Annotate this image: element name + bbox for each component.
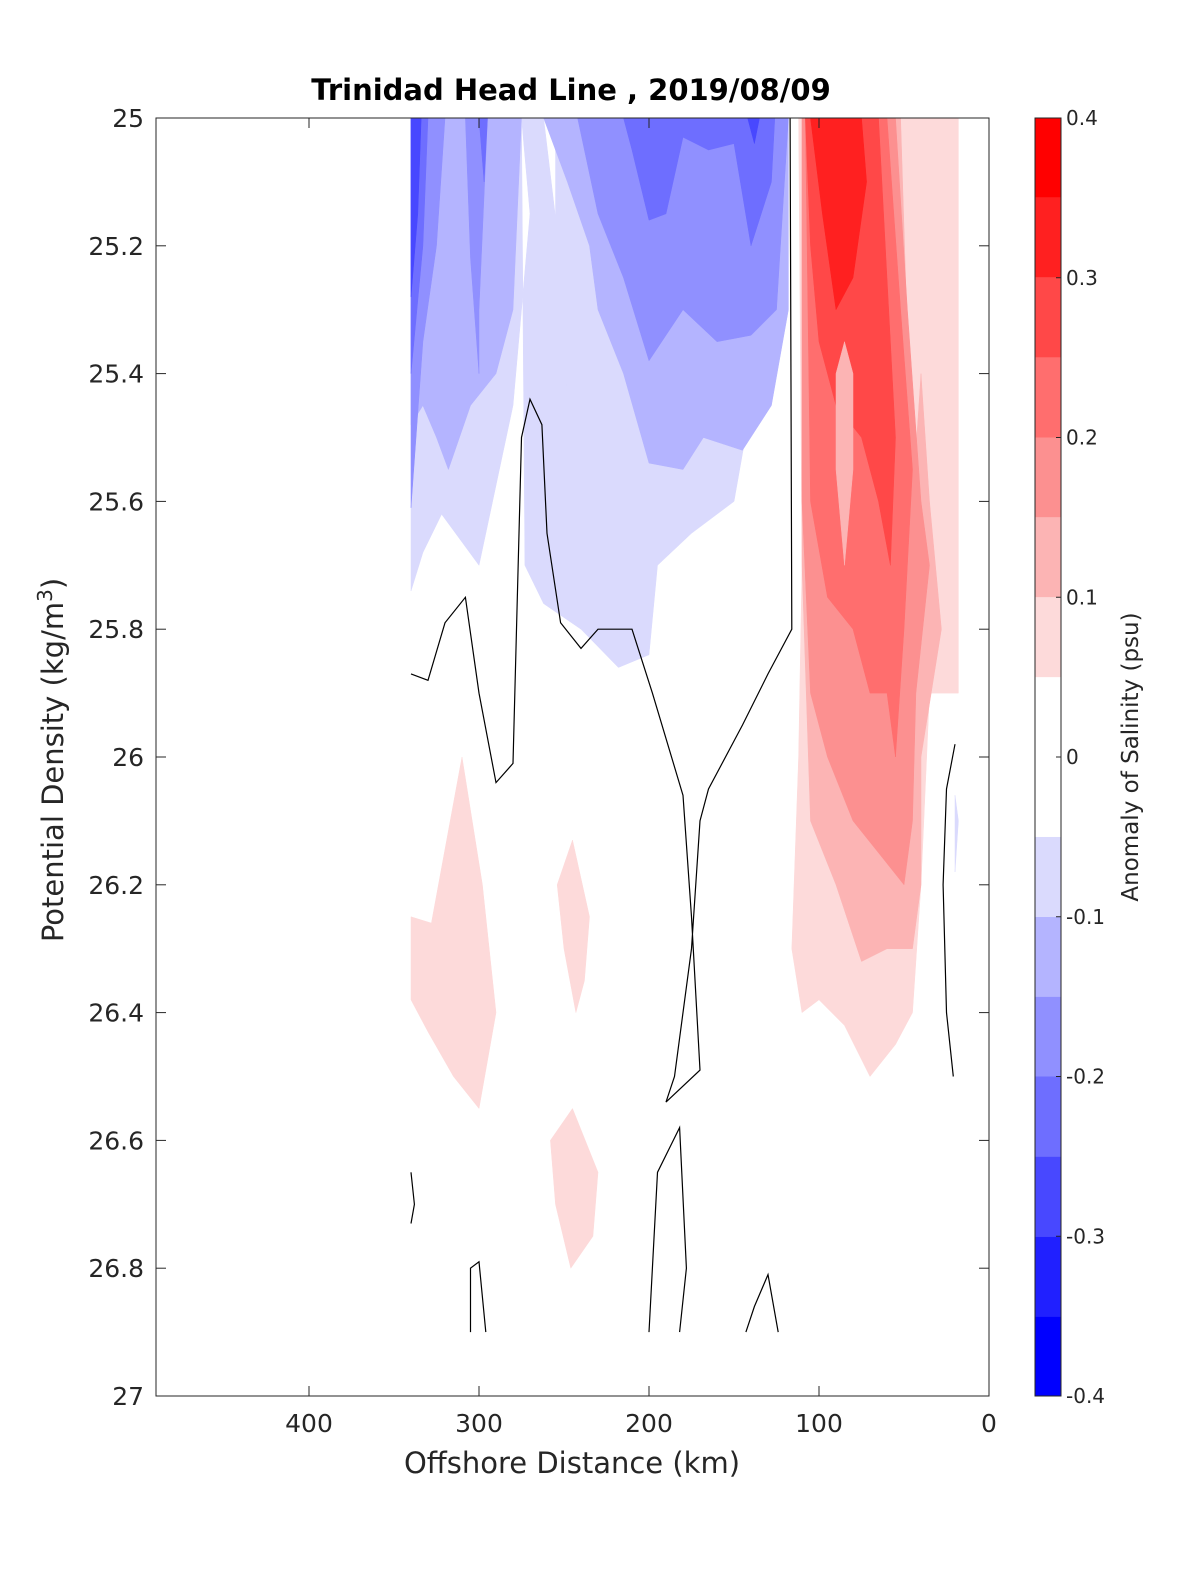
y-tick-label-5: 26 [112, 743, 144, 772]
colorbar-ticks: 0.4 0.3 0.2 0.1 0 -0.1 -0.2 -0.3 -0.4 [1056, 106, 1105, 1408]
y-axis-label: Potential Density (kg/m3) [33, 578, 70, 942]
colorbar-tick-label-6: -0.2 [1066, 1065, 1105, 1089]
y-tick-label-4: 25.8 [88, 615, 144, 644]
filled-region-20 [835, 340, 854, 566]
zero-contour-line-0 [410, 118, 793, 1103]
x-axis-label: Offshore Distance (km) [404, 1446, 740, 1480]
filled-region-7 [623, 118, 776, 246]
colorbar-swatch-12 [1035, 277, 1061, 358]
y-tick-label-8: 26.6 [88, 1126, 144, 1155]
zero-contour-line-1 [942, 744, 956, 1077]
filled-region-16 [410, 756, 497, 1110]
colorbar-swatch-2 [1035, 1156, 1061, 1237]
filled-region-8 [410, 118, 422, 297]
filled-contours [410, 118, 959, 1269]
x-tick-label-2: 200 [625, 1409, 673, 1438]
zero-contour-line-2 [410, 1172, 416, 1224]
y-tick-label-9: 26.8 [88, 1254, 144, 1283]
y-tick-label-1: 25.2 [88, 232, 144, 261]
filled-region-4 [577, 118, 789, 362]
colorbar-swatch-10 [1035, 437, 1061, 518]
x-tick-label-4: 0 [981, 1409, 997, 1438]
x-tick-label-3: 100 [795, 1409, 843, 1438]
colorbar-tick-label-7: -0.3 [1066, 1224, 1105, 1248]
colorbar-swatch-13 [1035, 197, 1061, 278]
zero-contour-line-5 [745, 1272, 779, 1333]
colorbar-swatch-6 [1035, 836, 1061, 917]
colorbar [1035, 118, 1061, 1396]
colorbar-swatch-11 [1035, 357, 1061, 438]
colorbar-tick-label-2: 0.2 [1066, 426, 1098, 450]
colorbar-swatch-3 [1035, 1076, 1061, 1157]
colorbar-tick-label-5: -0.1 [1066, 905, 1105, 929]
filled-region-19 [954, 795, 959, 873]
chart-title: Trinidad Head Line , 2019/08/09 [311, 73, 831, 107]
zero-contour-line-3 [469, 1260, 487, 1333]
x-axis-ticks: 400 300 200 100 0 [285, 118, 997, 1438]
y-tick-label-3: 25.6 [88, 487, 144, 516]
contour-lines [410, 118, 956, 1333]
y-tick-label-10: 27 [112, 1382, 144, 1411]
colorbar-swatch-4 [1035, 996, 1061, 1077]
y-tick-label-2: 25.4 [88, 360, 144, 389]
y-tick-label-7: 26.4 [88, 999, 144, 1028]
colorbar-swatch-9 [1035, 517, 1061, 598]
filled-region-15 [810, 118, 867, 311]
colorbar-swatch-8 [1035, 597, 1061, 678]
x-tick-label-0: 400 [285, 1409, 333, 1438]
y-axis-ticks: 25 25.2 25.4 25.6 25.8 26 26.2 26.4 26.6 26.8 27 [88, 104, 989, 1411]
filled-region-18 [550, 1107, 599, 1269]
colorbar-tick-label-8: -0.4 [1066, 1384, 1105, 1408]
filled-region-3 [465, 118, 488, 374]
x-tick-label-1: 300 [455, 1409, 503, 1438]
y-tick-label-0: 25 [112, 104, 144, 133]
filled-region-6 [478, 118, 488, 182]
colorbar-swatch-5 [1035, 916, 1061, 997]
filled-region-17 [556, 839, 590, 1013]
colorbar-swatch-0 [1035, 1316, 1061, 1396]
colorbar-tick-label-1: 0.3 [1066, 266, 1098, 290]
colorbar-swatch-14 [1035, 118, 1061, 198]
filled-region-9 [747, 118, 760, 144]
colorbar-tick-label-4: 0 [1066, 745, 1079, 769]
colorbar-label: Anomaly of Salinity (psu) [1118, 612, 1144, 901]
zero-contour-line-4 [648, 1125, 688, 1333]
y-tick-label-6: 26.2 [88, 871, 144, 900]
colorbar-tick-label-3: 0.1 [1066, 585, 1098, 609]
colorbar-tick-label-0: 0.4 [1066, 106, 1098, 130]
colorbar-swatch-1 [1035, 1236, 1061, 1317]
